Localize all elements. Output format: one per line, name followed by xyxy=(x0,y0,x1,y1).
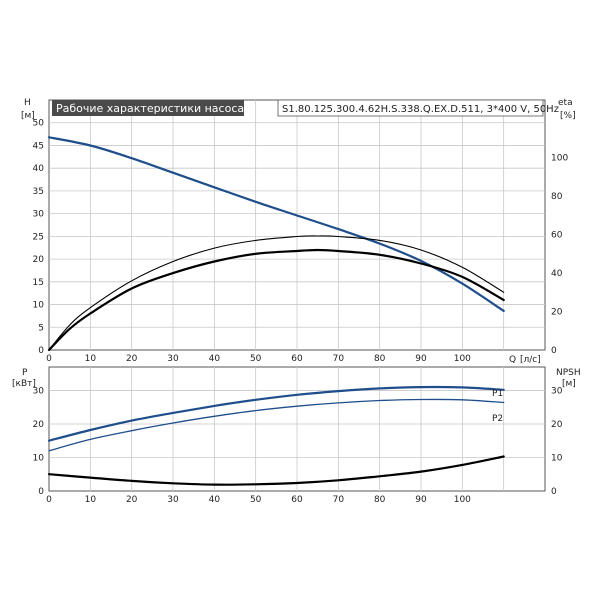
series-line-p2 xyxy=(48,398,505,452)
bottom-left-tick-label: 30 xyxy=(33,386,45,396)
series-line-p1 xyxy=(47,385,505,442)
bottom-x-tick-label: 30 xyxy=(167,495,179,505)
bottom-left-tick-label: 0 xyxy=(38,487,44,497)
bottom-x-tick-label: 50 xyxy=(250,495,262,505)
top-right-tick-label: 100 xyxy=(551,154,568,164)
bottom-right-tick-label: 0 xyxy=(551,487,557,497)
x-axis-label-q: Q xyxy=(509,355,516,365)
bottom-left-tick-label: 20 xyxy=(33,420,45,430)
bottom-x-tick-label: 90 xyxy=(415,495,427,505)
top-x-tick-label: 20 xyxy=(126,354,138,364)
top-left-tick-label: 15 xyxy=(33,278,44,288)
top-x-tick-label: 10 xyxy=(85,354,97,364)
top-left-tick-label: 25 xyxy=(33,232,44,242)
left-axis-label-p: P xyxy=(22,368,28,378)
model-box xyxy=(277,99,544,117)
top-x-tick-label: 40 xyxy=(209,354,221,364)
bottom-right-tick-label: 30 xyxy=(551,386,563,396)
top-x-tick-label: 30 xyxy=(167,354,179,364)
series-label-p2: P2 xyxy=(492,414,503,424)
bottom-grid xyxy=(49,367,545,491)
bottom-right-tick-label: 10 xyxy=(551,453,563,463)
chart-subtitle: S1.80.125.300.4.62H.S.338.Q.EX.D.511, 3*… xyxy=(282,104,559,115)
top-x-tick-label: 70 xyxy=(333,354,345,364)
top-x-tick-label: 100 xyxy=(454,354,471,364)
top-right-tick-label: 80 xyxy=(551,192,563,202)
top-right-tick-label: 0 xyxy=(551,346,557,356)
top-x-tick-label: 80 xyxy=(374,354,386,364)
series-label-p1: P1 xyxy=(492,389,503,399)
bottom-right-tick-label: 20 xyxy=(551,420,563,430)
bottom-x-tick-label: 80 xyxy=(374,495,386,505)
bottom-x-tick-label: 40 xyxy=(209,495,221,505)
top-right-tick-label: 40 xyxy=(551,269,563,279)
top-left-tick-label: 10 xyxy=(33,301,45,311)
chart-title-box xyxy=(52,100,244,116)
bottom-tick-labels: 0 10 20 30 40 50 60 70 80 90 100 0 10 20 30 0 10 20 30 xyxy=(33,386,563,505)
top-left-tick-label: 45 xyxy=(33,141,44,151)
top-left-tick-label: 5 xyxy=(38,323,44,333)
series-line-eta_upper xyxy=(48,235,505,351)
top-tick-labels: 0 10 20 30 40 50 60 70 80 90 100 0 5 10 15 20 25 30 35 40 45… xyxy=(33,119,569,364)
top-left-tick-label: 20 xyxy=(33,255,45,265)
bottom-series xyxy=(47,385,505,486)
bottom-x-tick-label: 70 xyxy=(333,495,345,505)
series-line-npsh xyxy=(47,455,505,486)
top-left-tick-label: 35 xyxy=(33,187,44,197)
top-x-tick-label: 60 xyxy=(291,354,303,364)
top-right-tick-label: 60 xyxy=(551,231,563,241)
right-axis-label-eta: eta xyxy=(558,98,573,108)
right-axis-unit-eta: [%] xyxy=(560,111,576,121)
top-left-tick-label: 0 xyxy=(38,346,44,356)
left-axis-unit-h: [м] xyxy=(21,111,35,121)
top-x-tick-label: 0 xyxy=(46,354,52,364)
bottom-left-tick-label: 10 xyxy=(33,453,45,463)
top-left-tick-label: 30 xyxy=(33,210,45,220)
right-axis-unit-npsh: [м] xyxy=(562,379,576,389)
series-line-eta_lower xyxy=(47,248,505,352)
bottom-x-tick-label: 10 xyxy=(85,495,97,505)
bottom-x-tick-label: 60 xyxy=(291,495,303,505)
left-axis-unit-p: [кВт] xyxy=(12,379,36,389)
top-left-tick-label: 50 xyxy=(33,119,45,129)
left-axis-label-h: H xyxy=(24,98,31,108)
bottom-x-tick-label: 100 xyxy=(454,495,471,505)
bottom-x-tick-label: 20 xyxy=(126,495,138,505)
top-left-tick-label: 40 xyxy=(33,164,45,174)
top-x-tick-label: 90 xyxy=(415,354,427,364)
top-right-tick-label: 20 xyxy=(551,308,563,318)
top-x-tick-label: 50 xyxy=(250,354,262,364)
chart-title: Рабочие характеристики насоса xyxy=(56,102,244,115)
right-axis-label-npsh: NPSH xyxy=(556,368,581,378)
bottom-x-tick-label: 0 xyxy=(46,495,52,505)
series-line-h xyxy=(47,136,505,312)
top-series xyxy=(47,136,505,352)
x-axis-unit-q: [л/с] xyxy=(520,355,541,365)
